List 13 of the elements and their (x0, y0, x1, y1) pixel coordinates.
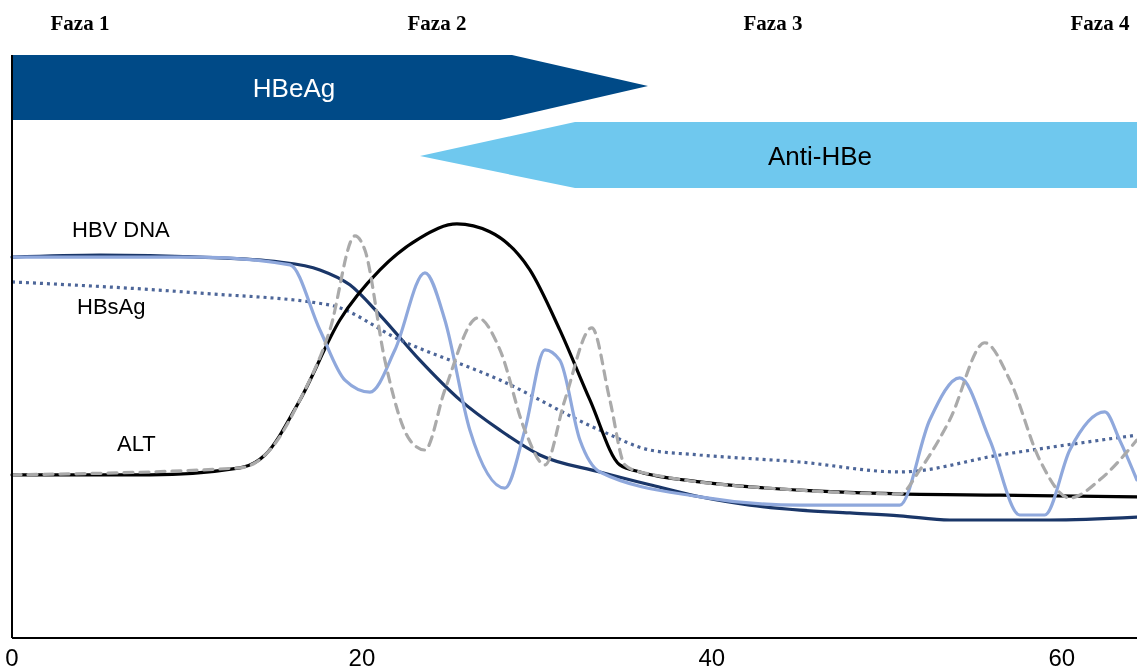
series-label: HBsAg (77, 293, 146, 319)
series-label: ALT (117, 430, 156, 456)
text: Faza 4 (1070, 11, 1130, 35)
x-tick-label: 60 (1048, 644, 1076, 671)
x-tick-label: 40 (698, 644, 726, 671)
text: Faza 3 (743, 11, 803, 35)
text: Faza 2 (407, 11, 467, 35)
x-tick-label: 0 (5, 644, 19, 671)
series-label: HBV DNA (72, 217, 171, 243)
text: Anti-HBe (767, 141, 873, 171)
x-tick-label: 20 (348, 644, 376, 671)
text: HBeAg (252, 73, 336, 103)
text: Faza 1 (50, 11, 110, 35)
